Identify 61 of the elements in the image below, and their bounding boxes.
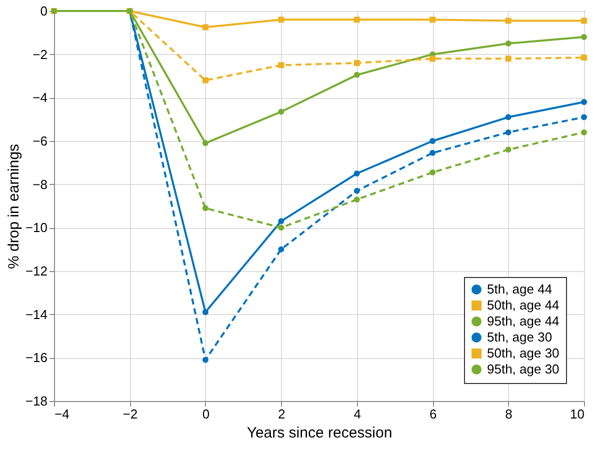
legend-label: 95th, age 30	[487, 362, 560, 376]
point	[581, 34, 587, 40]
point	[202, 356, 208, 363]
point	[354, 72, 360, 78]
x-tick-label: 6	[429, 406, 437, 422]
x-tick-label: 0	[202, 406, 210, 422]
x-tick-label: 8	[505, 406, 512, 422]
point	[278, 246, 284, 252]
x-tick-label: 4	[354, 406, 361, 422]
y-tick-label: −6	[32, 134, 48, 148]
y-tick-label: −10	[25, 220, 48, 236]
point	[505, 56, 512, 62]
point	[278, 224, 284, 231]
y-tick-label: −18	[25, 394, 48, 408]
y-tick-label: −8	[32, 176, 48, 192]
point	[278, 218, 284, 224]
x-tick-label: 10	[570, 406, 584, 422]
legend-label: 95th, age 44	[487, 314, 560, 328]
y-tick-label: −4	[32, 90, 48, 106]
legend-label: 5th, age 30	[487, 330, 552, 344]
point	[505, 40, 512, 46]
point	[430, 16, 436, 23]
point	[202, 140, 208, 146]
point	[581, 114, 587, 120]
point	[354, 170, 360, 176]
legend-label: 50th, age 44	[487, 298, 560, 312]
point	[581, 18, 587, 24]
y-axis-title: % drop in earnings	[5, 144, 22, 270]
point	[505, 129, 512, 136]
y-tick-label: −14	[25, 306, 48, 322]
point	[278, 62, 284, 68]
point	[505, 146, 512, 153]
point	[430, 138, 436, 144]
point	[430, 150, 436, 156]
point	[581, 129, 587, 136]
point	[278, 108, 284, 115]
point	[202, 309, 208, 316]
point	[430, 56, 436, 62]
point	[581, 99, 587, 105]
point	[430, 169, 436, 176]
point	[581, 54, 587, 61]
point	[278, 16, 284, 23]
x-tick-label: 2	[278, 406, 286, 422]
point	[354, 196, 360, 202]
point	[505, 18, 512, 24]
legend-label: 5th, age 44	[487, 282, 552, 296]
point	[354, 188, 360, 194]
x-tick-label: −4	[54, 406, 70, 422]
x-tick-label: −2	[122, 406, 138, 422]
y-tick-label: −16	[25, 350, 48, 366]
point	[354, 16, 360, 23]
point	[505, 114, 512, 120]
y-tick-label: −2	[32, 46, 48, 62]
point	[354, 60, 360, 66]
legend-label: 50th, age 30	[487, 346, 560, 360]
y-tick-label: 0	[40, 4, 48, 18]
point	[202, 24, 208, 30]
point	[202, 77, 208, 84]
y-tick-label: −12	[25, 264, 48, 278]
x-axis-title: Years since recession	[246, 424, 392, 442]
point	[202, 205, 208, 212]
